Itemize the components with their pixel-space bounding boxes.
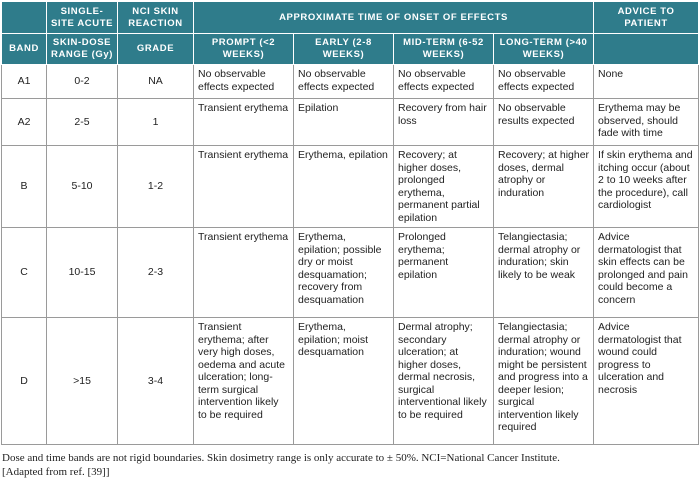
header-cell: GRADE xyxy=(117,33,194,65)
header-cell: SINGLE-SITE ACUTE xyxy=(46,1,118,34)
table-row: A1 0-2 NA No observable effects expected No … xyxy=(1,64,699,99)
table-cell: 2-3 xyxy=(117,227,194,318)
header-cell: PROMPT (<2 WEEKS) xyxy=(193,33,294,65)
table-cell: Recovery from hair loss xyxy=(393,98,494,146)
header-cell: MID-TERM (6-52 WEEKS) xyxy=(393,33,494,65)
table-cell: Transient erythema xyxy=(193,98,294,146)
table-cell: Recovery; at higher doses, prolonged ery… xyxy=(393,145,494,228)
table-cell: 2-5 xyxy=(46,98,118,146)
table-cell: B xyxy=(1,145,47,228)
table-cell: Advice dermatologist that skin effects c… xyxy=(593,227,699,318)
table-cell: 5-10 xyxy=(46,145,118,228)
footnote: Dose and time bands are not rigid bounda… xyxy=(2,451,699,479)
table-cell: >15 xyxy=(46,317,118,445)
table-cell: 1-2 xyxy=(117,145,194,228)
table-cell: D xyxy=(1,317,47,445)
table-cell: Recovery; at higher doses, dermal atroph… xyxy=(492,145,595,228)
table-cell: Transient erythema xyxy=(193,145,294,228)
table-cell: None xyxy=(593,64,699,99)
table-cell: NA xyxy=(117,64,194,99)
effects-table: SINGLE-SITE ACUTE NCI SKIN REACTION APPR… xyxy=(1,1,699,445)
table-cell: Prolonged erythema; permanent epilation xyxy=(393,227,494,318)
table-cell: Advice dermatologist that wound could pr… xyxy=(593,317,699,445)
header-cell xyxy=(1,1,47,34)
table-cell: If skin erythema and itching occur (abou… xyxy=(593,145,699,228)
table-cell: 1 xyxy=(117,98,194,146)
table-cell: Erythema, epilation; moist desquamation xyxy=(293,317,394,445)
table-cell: No observable effects expected xyxy=(393,64,494,99)
table-cell: No observable effects expected xyxy=(193,64,294,99)
header-cell: BAND xyxy=(1,33,47,65)
table-cell: No observable results expected xyxy=(492,98,595,146)
footnote-line: [Adapted from ref. [39]] xyxy=(2,466,110,478)
header-cell: APPROXIMATE TIME OF ONSET OF EFFECTS xyxy=(192,1,595,34)
table-body: A1 0-2 NA No observable effects expected No … xyxy=(1,64,699,445)
table-cell: Erythema, epilation; possible dry or moi… xyxy=(293,227,394,318)
table-cell: No observable effects expected xyxy=(293,64,394,99)
header-cell: EARLY (2-8 WEEKS) xyxy=(293,33,394,65)
table-cell: Transient erythema xyxy=(193,227,294,318)
table-row: C 10-15 2-3 Transient erythema Erythema, epi… xyxy=(1,227,699,318)
table-cell: Erythema may be observed, should fade wi… xyxy=(593,98,699,146)
table-cell: Dermal atrophy; secondary ulceration; at… xyxy=(393,317,494,445)
table-cell: 3-4 xyxy=(117,317,194,445)
table-cell: 10-15 xyxy=(46,227,118,318)
table-cell: 0-2 xyxy=(46,64,118,99)
table-cell: Epilation xyxy=(293,98,394,146)
header-cell: NCI SKIN REACTION xyxy=(117,1,194,34)
header-cell: LONG-TERM (>40 WEEKS) xyxy=(492,33,595,65)
table-cell: Telangiectasia; dermal atrophy or indura… xyxy=(492,317,595,445)
header-cell: ADVICE TO PATIENT xyxy=(593,1,699,34)
table-cell: C xyxy=(1,227,47,318)
header-cell: SKIN-DOSE RANGE (Gy) xyxy=(46,33,118,65)
table-cell: No observable effects expected xyxy=(492,64,595,99)
table-cell: A2 xyxy=(1,98,47,146)
table-row: D >15 3-4 Transient erythema; after very hi… xyxy=(1,317,699,445)
table-cell: Telangiectasia; dermal atrophy or indura… xyxy=(492,227,595,318)
footnote-line: Dose and time bands are not rigid bounda… xyxy=(2,452,560,464)
table-row: B 5-10 1-2 Transient erythema Erythema, epil… xyxy=(1,145,699,228)
table-row: A2 2-5 1 Transient erythema Epilation Recover… xyxy=(1,98,699,146)
table-cell: Transient erythema; after very high dose… xyxy=(193,317,294,445)
table-cell: Erythema, epilation xyxy=(293,145,394,228)
table-cell: A1 xyxy=(1,64,47,99)
header-cell xyxy=(593,33,699,65)
